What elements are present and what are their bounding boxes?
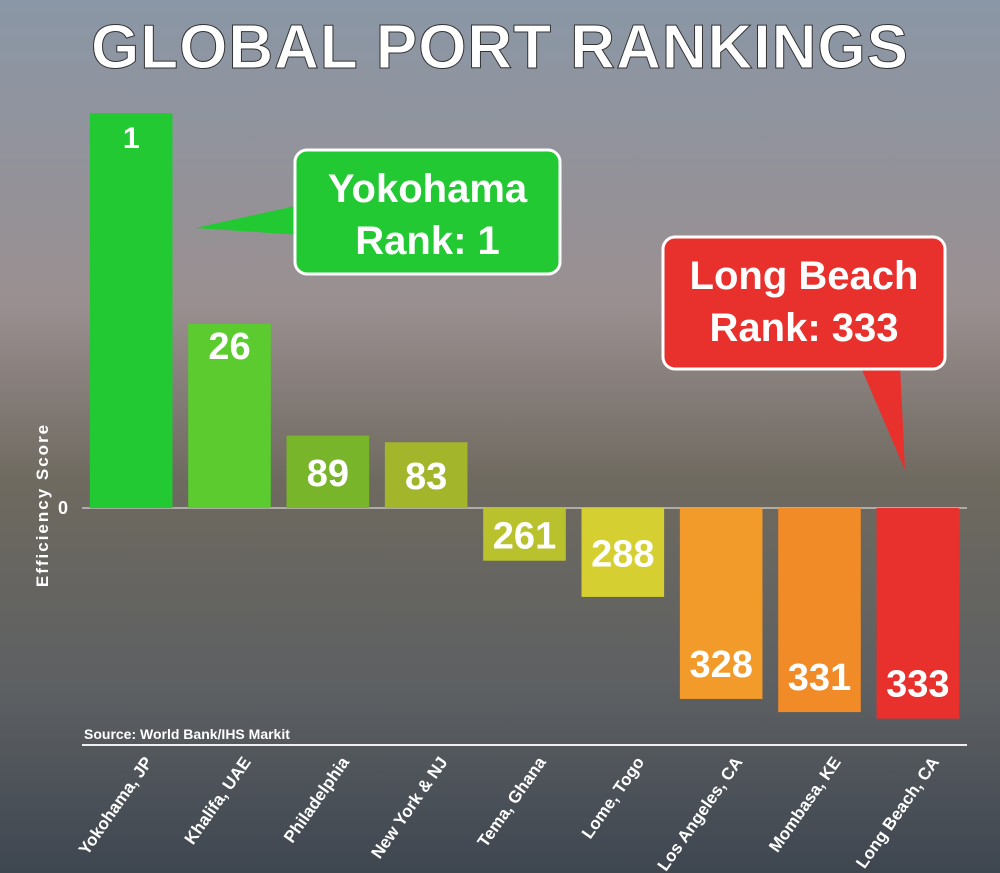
callout-box <box>293 148 562 276</box>
callouts: Yokohama Rank: 1 Long Beach Rank: 333 <box>195 148 947 470</box>
callout-text: Yokohama <box>328 167 528 211</box>
rank-label: 333 <box>886 664 949 706</box>
callout-box <box>661 235 947 371</box>
chart-title: GLOBAL PORT RANKINGS <box>91 13 909 82</box>
bar <box>483 508 566 561</box>
bar <box>384 442 468 509</box>
bar <box>286 435 370 509</box>
callout-pointer <box>195 205 300 235</box>
rank-label: 328 <box>689 644 752 686</box>
rank-label: 288 <box>591 533 654 575</box>
bar <box>778 508 861 713</box>
callout-text: Rank: 333 <box>710 306 899 350</box>
source: Source: World Bank/IHS Markit <box>84 726 290 742</box>
bar <box>876 508 960 719</box>
rank-label: 26 <box>208 326 250 368</box>
bar <box>679 508 763 699</box>
rank-label: 1 <box>123 122 140 155</box>
bar <box>188 323 271 509</box>
bar <box>89 113 173 509</box>
y-tick-label: 0 <box>58 498 68 518</box>
callout-text: Long Beach <box>690 254 919 298</box>
rank-label: 83 <box>405 456 447 498</box>
callout-pointer <box>860 365 905 470</box>
rank-label: 331 <box>788 657 851 699</box>
bar <box>581 508 665 597</box>
y-axis-label: Efficiency Score <box>33 423 52 587</box>
rank-label: 261 <box>493 515 556 557</box>
callout-text: Rank: 1 <box>355 219 500 263</box>
rank-label: 89 <box>307 453 349 495</box>
